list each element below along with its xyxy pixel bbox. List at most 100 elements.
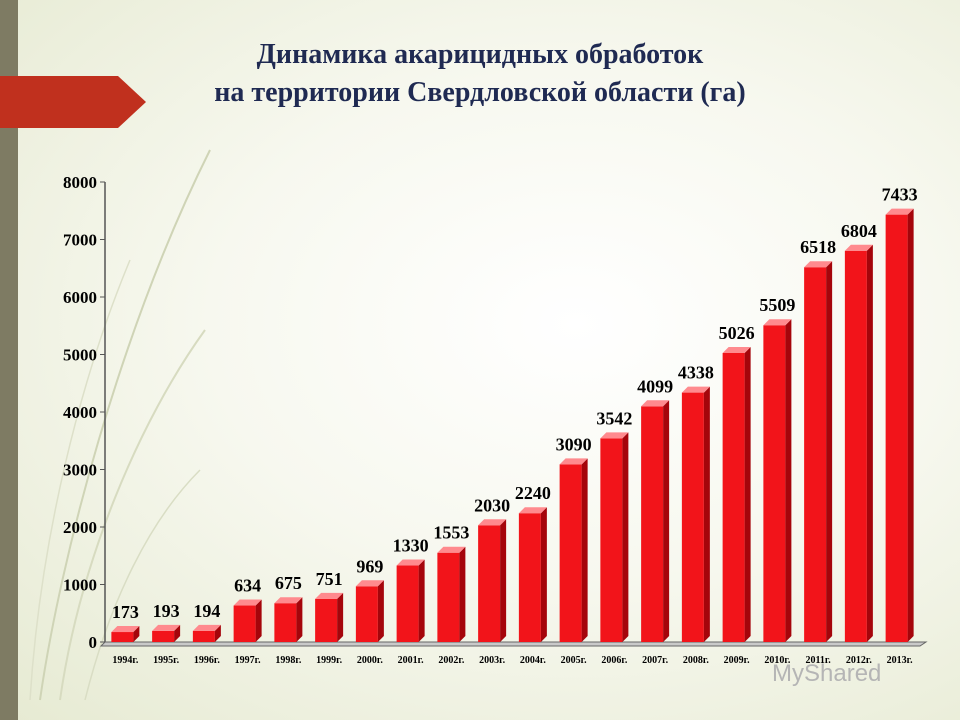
chart-y-tick-labels: 0 1000 2000 3000 4000 5000 6000 7000 8000 (63, 173, 97, 652)
data-label: 2240 (515, 483, 551, 503)
data-label: 6804 (841, 221, 877, 241)
y-tick-label: 8000 (63, 173, 97, 192)
bar-top (885, 208, 914, 215)
x-tick-label: 2005г. (561, 655, 587, 666)
bar-side (133, 626, 140, 642)
bar-side (296, 597, 303, 642)
bar-top (722, 347, 751, 354)
bar-top (600, 432, 629, 439)
y-tick-label: 3000 (63, 461, 97, 480)
left-decor-strip (0, 0, 18, 720)
bar-top (152, 624, 181, 631)
bar-side (174, 624, 181, 642)
bar (478, 519, 507, 642)
bar-front (396, 565, 419, 642)
y-tick-label: 6000 (63, 288, 97, 307)
data-label: 3090 (556, 434, 592, 454)
y-tick-label: 4000 (63, 403, 97, 422)
x-tick-label: 2013г. (887, 655, 913, 666)
data-label: 193 (153, 601, 180, 621)
data-label: 634 (234, 576, 261, 596)
bar-top (763, 319, 792, 326)
arrow-tab-decor (0, 76, 146, 128)
bar-top (355, 580, 384, 587)
bar (885, 208, 914, 643)
chart-bars (111, 208, 914, 643)
bar (518, 507, 547, 642)
bar-front (804, 267, 827, 642)
bar-front (274, 603, 297, 642)
bar-side (703, 386, 710, 642)
bar-front (763, 325, 786, 642)
x-tick-label: 1997г. (235, 655, 261, 666)
bar-front (152, 630, 175, 642)
x-tick-label: 1996г. (194, 655, 220, 666)
bar-top (192, 624, 221, 631)
bar-side (214, 624, 221, 642)
bar-side (907, 208, 914, 643)
x-tick-label: 1999г. (316, 655, 342, 666)
bar (437, 546, 466, 642)
x-tick-label: 2006г. (601, 655, 627, 666)
title-line-1: Динамика акарицидных обработок (256, 39, 704, 70)
bar-top (437, 546, 466, 553)
x-tick-label: 2002г. (438, 655, 464, 666)
x-tick-label: 2003г. (479, 655, 505, 666)
data-label: 2030 (474, 495, 510, 515)
bar-side (255, 599, 262, 642)
bar (559, 458, 588, 642)
bar-side (866, 244, 873, 642)
bar-side (459, 546, 466, 642)
bar-front (437, 552, 460, 642)
bar-front (844, 250, 867, 642)
bar-top (804, 261, 833, 268)
bar (111, 626, 140, 642)
y-tick-label: 0 (89, 633, 98, 652)
bar (396, 559, 425, 642)
bar-front (233, 605, 256, 642)
bar-top (844, 244, 873, 251)
chart-x-tick-labels: 1994г. 1995г. 1996г. 1997г. 1998г. 1999г. 2000… (112, 655, 913, 666)
data-label: 1553 (433, 523, 469, 543)
data-label: 751 (316, 569, 343, 589)
bar-top (478, 519, 507, 526)
data-label: 5509 (759, 295, 795, 315)
bar (722, 347, 751, 642)
bar-front (722, 353, 745, 642)
bar-side (418, 559, 425, 642)
bar-top (641, 400, 670, 407)
data-label: 194 (193, 601, 220, 621)
bar (844, 244, 873, 642)
data-label: 675 (275, 573, 302, 593)
bar-front (641, 406, 664, 642)
bar-side (500, 519, 507, 642)
bar-front (355, 586, 378, 642)
x-tick-label: 2004г. (520, 655, 546, 666)
chart-title: Динамика акарицидных обработок на террит… (150, 36, 810, 112)
bar-side (622, 432, 629, 642)
x-tick-label: 2001г. (398, 655, 424, 666)
bar-side (337, 592, 344, 642)
bar (355, 580, 384, 642)
data-label: 173 (112, 602, 139, 622)
bar (641, 400, 670, 642)
bar-top (315, 592, 344, 599)
bar (233, 599, 262, 642)
bar-top (396, 559, 425, 566)
bar (681, 386, 710, 642)
bar (600, 432, 629, 642)
data-label: 6518 (800, 237, 836, 257)
x-axis-floor (99, 641, 928, 647)
x-tick-label: 2008г. (683, 655, 709, 666)
x-tick-label: 2009г. (724, 655, 750, 666)
bar-front (478, 525, 501, 642)
x-tick-label: 1994г. (112, 655, 138, 666)
data-label: 4338 (678, 363, 714, 383)
data-label: 5026 (719, 323, 755, 343)
bar (192, 624, 221, 642)
bar-side (663, 400, 670, 642)
bar-side (826, 261, 833, 642)
title-line-2: на территории Свердловской области (га) (214, 77, 746, 108)
